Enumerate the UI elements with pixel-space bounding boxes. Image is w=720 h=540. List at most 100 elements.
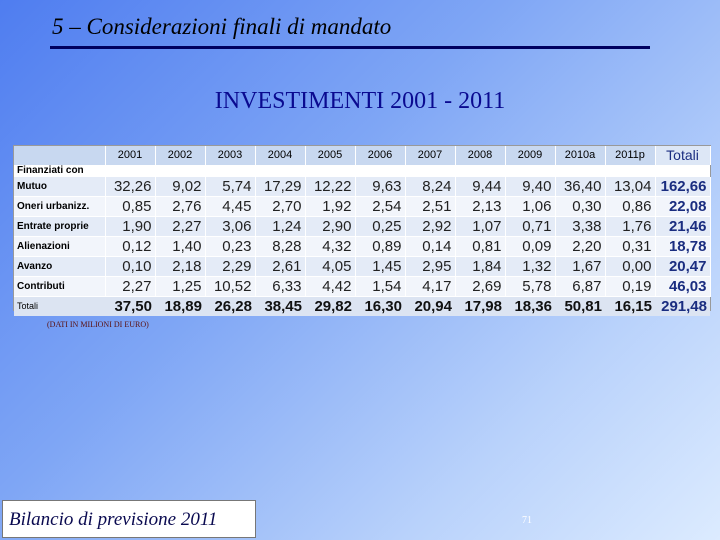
table-cell: 5,78 (505, 276, 556, 297)
table-cell: 2,92 (405, 216, 456, 237)
row-label: Totali (14, 296, 105, 316)
table-cell: 0,12 (105, 236, 156, 257)
table-cell: 16,15 (605, 296, 655, 316)
table-cell: 2,51 (405, 196, 456, 217)
column-header: 2011p (605, 146, 656, 165)
table-cell: 16,30 (355, 296, 405, 316)
table-cell: 1,76 (605, 216, 656, 237)
table-cell: 9,44 (455, 177, 506, 197)
column-header: 2006 (355, 146, 406, 165)
row-label: Alienazioni (14, 236, 106, 257)
row-label: Oneri urbanizz. (14, 196, 106, 217)
table-cell: 6,33 (255, 276, 306, 297)
table-cell: 2,70 (255, 196, 306, 217)
table-cell: 0,25 (355, 216, 406, 237)
table-cell: 17,29 (255, 177, 306, 197)
table-cell: 2,13 (455, 196, 506, 217)
table-cell: 2,90 (305, 216, 356, 237)
table-cell: 1,25 (155, 276, 206, 297)
total-cell: 21,46 (655, 216, 711, 237)
table-cell: 0,31 (605, 236, 656, 257)
footer-text: Bilancio di previsione 2011 (9, 509, 218, 530)
units-note: (DATI IN MILIONI DI EURO) (47, 320, 149, 329)
column-header: 2009 (505, 146, 556, 165)
table-cell: 0,86 (605, 196, 656, 217)
table-cell: 1,54 (355, 276, 406, 297)
row-label: Avanzo (14, 256, 106, 277)
table-cell: 0,19 (605, 276, 656, 297)
section-label: Finanziati con (14, 165, 710, 177)
table-cell: 2,69 (455, 276, 506, 297)
total-cell: 46,03 (655, 276, 711, 297)
table-row: Avanzo 0,10 2,18 2,29 2,61 4,05 1,45 2,9… (14, 256, 711, 277)
table-cell: 38,45 (255, 296, 305, 316)
table-cell: 1,06 (505, 196, 556, 217)
table-cell: 2,20 (555, 236, 606, 257)
table-cell: 1,40 (155, 236, 206, 257)
table-row: Alienazioni 0,12 1,40 0,23 8,28 4,32 0,8… (14, 236, 711, 257)
title-underline (50, 46, 650, 49)
table-cell: 2,54 (355, 196, 406, 217)
row-label: Entrate proprie (14, 216, 106, 237)
table-cell: 1,07 (455, 216, 506, 237)
column-header: 2007 (405, 146, 456, 165)
table-cell: 1,84 (455, 256, 506, 277)
table-cell: 12,22 (305, 177, 356, 197)
table-cell: 2,95 (405, 256, 456, 277)
table-cell: 4,17 (405, 276, 456, 297)
page-title: INVESTIMENTI 2001 - 2011 (214, 88, 506, 114)
table-row: Oneri urbanizz. 0,85 2,76 4,45 2,70 1,92… (14, 196, 711, 217)
table-cell: 1,32 (505, 256, 556, 277)
table-cell: 4,45 (205, 196, 256, 217)
table-header-row: 2001 2002 2003 2004 2005 2006 2007 2008 … (14, 146, 711, 165)
total-cell: 22,08 (655, 196, 711, 217)
table-cell: 1,90 (105, 216, 156, 237)
table-cell: 29,82 (305, 296, 355, 316)
table-cell: 9,63 (355, 177, 406, 197)
table-cell: 10,52 (205, 276, 256, 297)
column-header-totals: Totali (655, 146, 711, 165)
table-cell: 1,67 (555, 256, 606, 277)
table-cell: 9,02 (155, 177, 206, 197)
page-number: 71 (522, 515, 532, 526)
section-label-row: Finanziati con (14, 165, 710, 177)
table-cell: 8,28 (255, 236, 306, 257)
column-header: 2008 (455, 146, 506, 165)
column-header: 2003 (205, 146, 256, 165)
table-cell: 0,10 (105, 256, 156, 277)
column-header: 2010a (555, 146, 606, 165)
table-cell: 2,27 (155, 216, 206, 237)
table-cell: 2,29 (205, 256, 256, 277)
table-cell: 4,32 (305, 236, 356, 257)
table-cell: 5,74 (205, 177, 256, 197)
table-cell: 3,38 (555, 216, 606, 237)
table-cell: 0,23 (205, 236, 256, 257)
table-cell: 1,92 (305, 196, 356, 217)
table-cell: 26,28 (205, 296, 255, 316)
column-header: 2005 (305, 146, 356, 165)
column-header: 2002 (155, 146, 206, 165)
table-cell: 2,27 (105, 276, 156, 297)
table-cell: 20,94 (405, 296, 455, 316)
table-cell: 0,85 (105, 196, 156, 217)
investments-table: 2001 2002 2003 2004 2005 2006 2007 2008 … (13, 145, 711, 316)
column-header: 2001 (105, 146, 156, 165)
table-cell: 0,89 (355, 236, 406, 257)
table-cell: 17,98 (455, 296, 505, 316)
table-cell: 8,24 (405, 177, 456, 197)
header-corner (14, 146, 106, 165)
table-cell: 32,26 (105, 177, 156, 197)
row-label: Mutuo (14, 177, 106, 197)
total-cell: 20,47 (655, 256, 711, 277)
table-cell: 0,71 (505, 216, 556, 237)
table-cell: 50,81 (555, 296, 605, 316)
table-cell: 3,06 (205, 216, 256, 237)
table-row: Contributi 2,27 1,25 10,52 6,33 4,42 1,5… (14, 276, 711, 297)
table-cell: 2,61 (255, 256, 306, 277)
table-cell: 1,45 (355, 256, 406, 277)
table-cell: 18,36 (505, 296, 555, 316)
table-row: Entrate proprie 1,90 2,27 3,06 1,24 2,90… (14, 216, 711, 237)
grand-total-cell: 291,48 (655, 296, 710, 316)
table-cell: 4,05 (305, 256, 356, 277)
table-cell: 0,09 (505, 236, 556, 257)
